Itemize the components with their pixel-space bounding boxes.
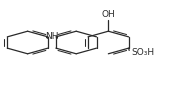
Text: SO₃H: SO₃H	[132, 48, 155, 57]
Text: OH: OH	[102, 10, 115, 19]
Text: NH: NH	[45, 32, 59, 41]
